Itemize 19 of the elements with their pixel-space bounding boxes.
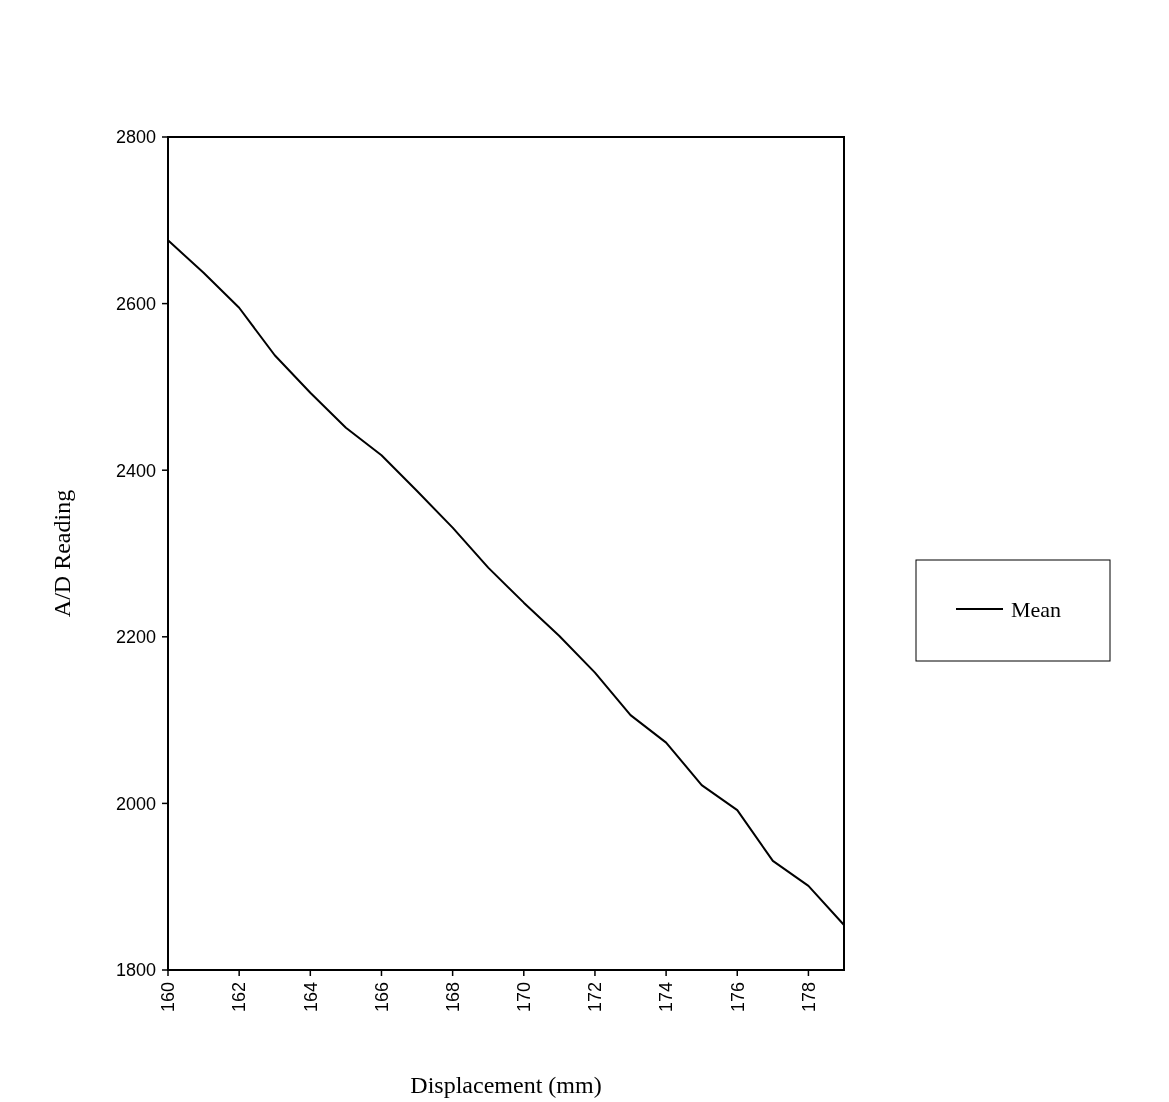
x-tick-label: 170 [514,982,535,1013]
x-tick-label: 176 [727,982,748,1013]
y-tick-label: 2200 [115,627,156,648]
x-tick-label: 160 [158,982,179,1013]
x-tick-label: 178 [798,982,819,1013]
x-tick-label: 162 [229,982,250,1013]
legend-label: Mean [1011,596,1062,622]
y-tick-label: 2000 [115,793,156,814]
x-axis-title: Displacement (mm) [410,1072,602,1098]
x-tick-label: 166 [371,982,392,1013]
y-tick-label: 2600 [115,293,156,314]
x-tick-label: 168 [442,982,463,1013]
x-tick-label: 174 [656,982,677,1013]
y-tick-label: 1800 [115,960,156,981]
y-tick-label: 2400 [115,460,156,481]
x-tick-label: 172 [585,982,606,1013]
y-tick-label: 2800 [115,127,156,148]
x-tick-label: 164 [300,982,321,1013]
y-axis-title: A/D Reading [49,489,75,618]
